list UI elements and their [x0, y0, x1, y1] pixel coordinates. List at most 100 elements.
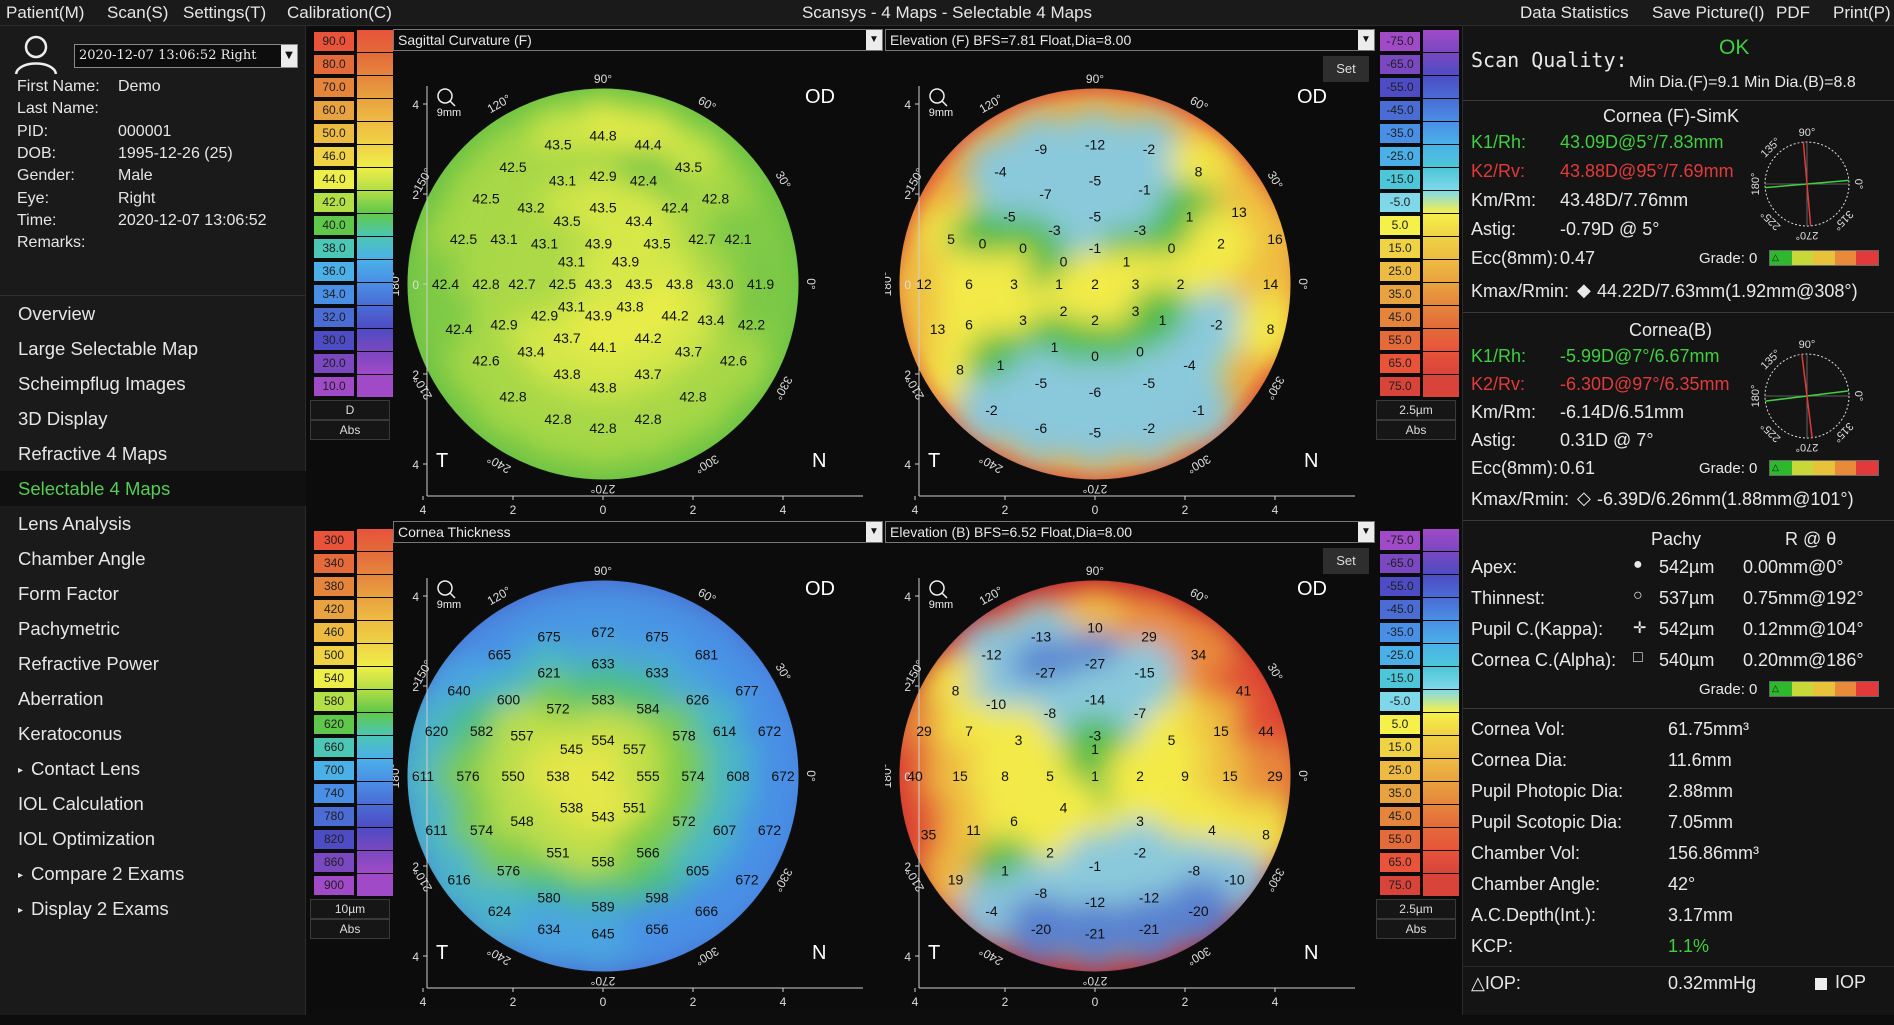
nav-item-aberration[interactable]: Aberration [0, 681, 306, 716]
scale-swatch [357, 191, 393, 213]
zoom-icon[interactable] [437, 580, 456, 599]
scale-cell: -65.0 [1376, 53, 1459, 76]
chevron-down-icon[interactable]: ▼ [281, 45, 297, 67]
iop-checkbox[interactable] [1815, 978, 1827, 990]
map-value-label: 1 [1091, 741, 1099, 757]
menu-scan[interactable]: Scan(S) [107, 3, 169, 22]
chevron-down-icon[interactable]: ▼ [866, 30, 882, 50]
map-type-select[interactable]: Elevation (B) BFS=6.52 Float,Dia=8.00 ▼ [885, 521, 1375, 543]
map-value-label: 558 [591, 854, 615, 870]
nav-item-scheimpflug-images[interactable]: Scheimpflug Images [0, 366, 306, 401]
nav-item-label: Contact Lens [31, 758, 141, 779]
map-cornea-thickness[interactable]: Cornea Thickness ▼ 4 4 2 2 0 0 2 2 4 4 90° 60° 30° 0° 33… [393, 518, 883, 1008]
scale-swatch [1423, 782, 1459, 804]
nav-item-compare-2-exams[interactable]: ▸ Compare 2 Exams [0, 856, 306, 891]
scale-label: 25.0 [1380, 262, 1420, 281]
y-tick-label: 4 [412, 458, 419, 472]
map-value-label: 640 [447, 683, 471, 699]
patient-field-value: 000001 [118, 122, 172, 140]
nav-item-overview[interactable]: Overview [0, 296, 306, 331]
map-value-label: 1 [1051, 339, 1059, 355]
set-button[interactable]: Set [1323, 56, 1369, 82]
map-sagittal-curvature[interactable]: Sagittal Curvature (F) ▼ 4 4 2 2 0 0 2 2 4 4 90° 60° 3… [393, 26, 883, 516]
chevron-down-icon[interactable]: ▼ [1358, 30, 1374, 50]
menu-print[interactable]: Print(P) [1833, 3, 1891, 22]
patient-avatar-icon[interactable] [12, 32, 60, 76]
nav-item-3d-display[interactable]: 3D Display [0, 401, 306, 436]
map-value-label: 578 [672, 728, 696, 744]
x-tick-label: 4 [1272, 995, 1279, 1008]
nav-item-label: Lens Analysis [18, 513, 132, 534]
menu-patient[interactable]: Patient(M) [6, 3, 85, 22]
zoom-icon[interactable] [929, 580, 948, 599]
chevron-down-icon[interactable]: ▼ [866, 522, 882, 542]
scale-cell: 580 [310, 690, 393, 713]
map-value-label: 13 [930, 321, 946, 337]
nav-item-refractive-4-maps[interactable]: Refractive 4 Maps [0, 436, 306, 471]
map-value-label: 3 [1132, 303, 1140, 319]
map-value-label: 42.8 [472, 276, 499, 292]
zoom-icon[interactable] [929, 88, 948, 107]
exam-select[interactable]: 2020-12-07 13:06:52 Right ▼ [74, 44, 298, 68]
scale-swatch [1423, 352, 1459, 374]
map-value-label: 645 [591, 926, 615, 942]
scale-swatch [1423, 621, 1459, 643]
scale-label: 15.0 [1380, 239, 1420, 258]
map-value-label: 8 [1267, 321, 1275, 337]
scale-cell: -15.0 [1376, 168, 1459, 191]
nav-item-label: IOL Optimization [18, 828, 156, 849]
y-tick-label: 2 [412, 368, 419, 382]
menu-data-statistics[interactable]: Data Statistics [1520, 3, 1629, 22]
map-type-select[interactable]: Cornea Thickness ▼ [393, 521, 883, 543]
scale-unit: 2.5µm [1376, 899, 1456, 919]
set-button[interactable]: Set [1323, 548, 1369, 574]
diamond-outline-icon: ◇ [1577, 488, 1591, 508]
dial-angle-label: 225° [1759, 208, 1784, 233]
map-value-label: 9 [1181, 768, 1189, 784]
menu-pdf[interactable]: PDF [1776, 3, 1810, 22]
scale-label: 460 [314, 623, 354, 642]
nav-item-keratoconus[interactable]: Keratoconus [0, 716, 306, 751]
map-value-label: 677 [735, 683, 759, 699]
nav-item-iol-calculation[interactable]: IOL Calculation [0, 786, 306, 821]
grade-segment [1834, 682, 1857, 696]
scale-cell: 10.0 [310, 375, 393, 398]
nav-item-contact-lens[interactable]: ▸ Contact Lens [0, 751, 306, 786]
map-value-label: 0 [1091, 348, 1099, 364]
zoom-label: 9mm [929, 107, 953, 119]
scale-label: 30.0 [314, 331, 354, 350]
map-value-label: -21 [1139, 921, 1159, 937]
zoom-icon[interactable] [437, 88, 456, 107]
map-value-label: -27 [1035, 665, 1055, 681]
nav-item-form-factor[interactable]: Form Factor [0, 576, 306, 611]
map-elevation-back[interactable]: Elevation (B) BFS=6.52 Float,Dia=8.00 ▼ Se… [885, 518, 1375, 1008]
map-value-label: 41 [1236, 683, 1252, 699]
map-type-select[interactable]: Elevation (F) BFS=7.81 Float,Dia=8.00 ▼ [885, 29, 1375, 51]
map-type-select[interactable]: Sagittal Curvature (F) ▼ [393, 29, 883, 51]
nav-item-lens-analysis[interactable]: Lens Analysis [0, 506, 306, 541]
nav-item-display-2-exams[interactable]: ▸ Display 2 Exams [0, 891, 306, 926]
nav-item-chamber-angle[interactable]: Chamber Angle [0, 541, 306, 576]
map-elevation-front[interactable]: Elevation (F) BFS=7.81 Float,Dia=8.00 ▼ Se… [885, 26, 1375, 516]
nav-item-iol-optimization[interactable]: IOL Optimization [0, 821, 306, 856]
nav-item-refractive-power[interactable]: Refractive Power [0, 646, 306, 681]
chevron-down-icon[interactable]: ▼ [1358, 522, 1374, 542]
y-tick-label: 0 [904, 278, 911, 292]
menu-save-picture[interactable]: Save Picture(I) [1652, 3, 1765, 22]
scale-cell: -45.0 [1376, 598, 1459, 621]
nav-item-large-selectable-map[interactable]: Large Selectable Map [0, 331, 306, 366]
map-value-label: 42.9 [589, 168, 616, 184]
map-value-label: 43.7 [634, 366, 661, 382]
map-value-label: 44.8 [589, 128, 616, 144]
back-grade-bar: △ [1769, 460, 1879, 476]
menu-settings[interactable]: Settings(T) [183, 3, 267, 22]
angle-label: 30° [773, 169, 794, 192]
scale-cell: 34.0 [310, 283, 393, 306]
nav-item-selectable-4-maps[interactable]: Selectable 4 Maps [0, 471, 306, 506]
angle-label: 30° [1265, 169, 1286, 192]
scale-label: 900 [314, 876, 354, 895]
map-value-label: 0 [1168, 240, 1176, 256]
dial-angle-label: 0° [1852, 179, 1864, 190]
nav-item-pachymetric[interactable]: Pachymetric [0, 611, 306, 646]
menu-calibration[interactable]: Calibration(C) [287, 3, 392, 22]
